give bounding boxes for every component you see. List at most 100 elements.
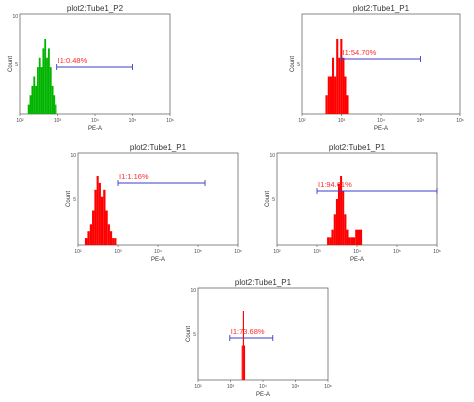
x-tick-label: 10² [298,118,306,124]
x-axis-label: PE-A [151,257,165,263]
gate-label: I1:1.16% [119,172,149,181]
histogram-bar [336,39,339,114]
histogram-bar [98,182,101,245]
histogram-bar [346,229,349,245]
x-tick-label: 10⁵ [129,118,137,124]
histogram-panel-5: plot2:Tube1_P1 I1:73.68% 10² 10³ 10⁴ 10⁵ 10⁶ 10… [180,278,345,400]
histogram-bar [346,95,349,114]
x-tick-label: 10² [273,249,281,255]
histogram-bar [107,224,110,245]
gate-label: I1:54.70% [343,48,377,57]
histogram-bar [335,199,338,245]
chart-title: plot2:Tube1_P1 [235,278,292,287]
y-axis-label: Count [290,56,296,72]
chart-svg: plot2:Tube1_P2 I1:0.48% 10² 10³ 10⁴ 10⁵ 10⁶ 10 5… [8,4,174,132]
y-tick-label: 5 [272,197,275,203]
x-tick-label: 10³ [227,384,235,390]
x-tick-label: 10² [74,249,82,255]
chart-svg: plot2:Tube1_P1 I1:94.61% 10² 10³ 10⁴ 10⁵ 10⁶ 10… [265,143,441,263]
histogram-bar [103,189,106,245]
histogram-bar [344,214,347,245]
histogram-bar [114,238,117,245]
x-axis-label: PE-A [88,126,102,132]
histogram-bar [338,57,341,114]
histogram-bar [350,237,356,245]
histogram-bar [348,237,351,245]
x-tick-label: 10⁴ [154,249,162,255]
histogram-panel-2: plot2:Tube1_P1 I1:54.70% 10² 10³ 10⁴ 10⁵ 10⁶ 5 P… [290,4,465,132]
gate-label: I1:94.61% [318,180,352,189]
x-tick-label: 10² [16,118,24,124]
x-tick-label: 10⁵ [393,249,401,255]
x-tick-label: 10⁶ [456,118,464,124]
x-tick-label: 10⁴ [91,118,99,124]
x-tick-label: 10³ [54,118,62,124]
histogram-bar [27,104,30,114]
histogram-bar [112,238,115,245]
histogram-bar [331,229,334,245]
y-axis-label: Count [8,56,14,72]
x-axis-label: PE-A [350,257,364,263]
x-tick-label: 10³ [313,249,321,255]
histogram-bar [44,39,47,114]
gate-label: I1:73.68% [231,327,265,336]
histogram-bar [344,76,347,114]
histogram-bar [31,85,34,114]
histogram-bar [327,237,330,245]
y-tick-label: 5 [15,62,18,68]
x-tick-label: 10² [194,384,202,390]
histogram-bar [35,85,38,114]
histogram-bar [342,57,345,114]
histogram-bar [29,95,32,114]
x-axis-label: PE-A [256,392,270,398]
chart-title: plot2:Tube1_P1 [329,143,386,152]
histogram-bar [105,210,108,245]
x-tick-label: 10⁴ [353,249,361,255]
histogram-bar [333,214,336,245]
histogram-bar [92,210,95,245]
histogram-bar [325,95,328,114]
histogram-bar [329,76,332,114]
y-axis-label: Count [66,191,72,207]
histogram-bar [242,311,244,380]
histogram-bar [84,238,88,245]
histogram-bar [334,76,337,114]
histogram-bar [87,231,90,245]
x-tick-label: 10⁴ [259,384,267,390]
y-tick-label: 10 [190,288,196,294]
histogram-panel-3: plot2:Tube1_P1 I1:1.16% 10² 10³ 10⁴ 10⁵ 10⁶ 10 5… [56,143,246,268]
chart-svg: plot2:Tube1_P1 I1:1.16% 10² 10³ 10⁴ 10⁵ 10⁶ 10 5… [66,143,242,263]
x-tick-label: 10⁵ [292,384,300,390]
x-tick-label: 10⁶ [324,384,332,390]
histogram-bar [243,345,246,380]
histogram-bar [355,229,363,245]
histogram-bar [340,39,343,114]
gate-label: I1:0.48% [58,56,88,65]
chart-title: plot2:Tube1_P1 [353,4,410,13]
histogram-bar [38,57,41,114]
x-tick-label: 10⁴ [377,118,385,124]
histogram-bar [329,237,332,245]
histogram-bar [89,224,93,245]
histogram-bar [55,104,57,114]
histogram-bar [327,76,330,114]
histogram-panel-1: plot2:Tube1_P2 I1:0.48% 10² 10³ 10⁴ 10⁵ 10⁶ 10 5… [8,4,174,132]
histogram-bar [47,48,50,114]
chart-svg: plot2:Tube1_P1 I1:54.70% 10² 10³ 10⁴ 10⁵ 10⁶ 5 P… [290,4,464,132]
x-axis-label: PE-A [374,126,388,132]
y-axis-label: Count [265,191,271,207]
chart-title: plot2:Tube1_P1 [130,143,187,152]
x-tick-label: 10⁵ [417,118,425,124]
chart-svg: plot2:Tube1_P1 I1:73.68% 10² 10³ 10⁴ 10⁵ 10⁶ 10… [186,278,332,398]
y-tick-label: 5 [297,62,300,68]
y-axis-label: Count [186,326,192,342]
histogram-bar [109,231,113,245]
histogram-bar [342,191,345,245]
x-tick-label: 10³ [338,118,346,124]
y-tick-label: 10 [269,153,275,159]
histogram-bar [49,67,52,114]
y-tick-label: 10 [70,153,76,159]
histogram-panel-4: plot2:Tube1_P1 I1:94.61% 10² 10³ 10⁴ 10⁵ 10⁶ 10… [260,143,445,268]
histogram-bar [33,76,36,114]
chart-title: plot2:Tube1_P2 [67,4,124,13]
